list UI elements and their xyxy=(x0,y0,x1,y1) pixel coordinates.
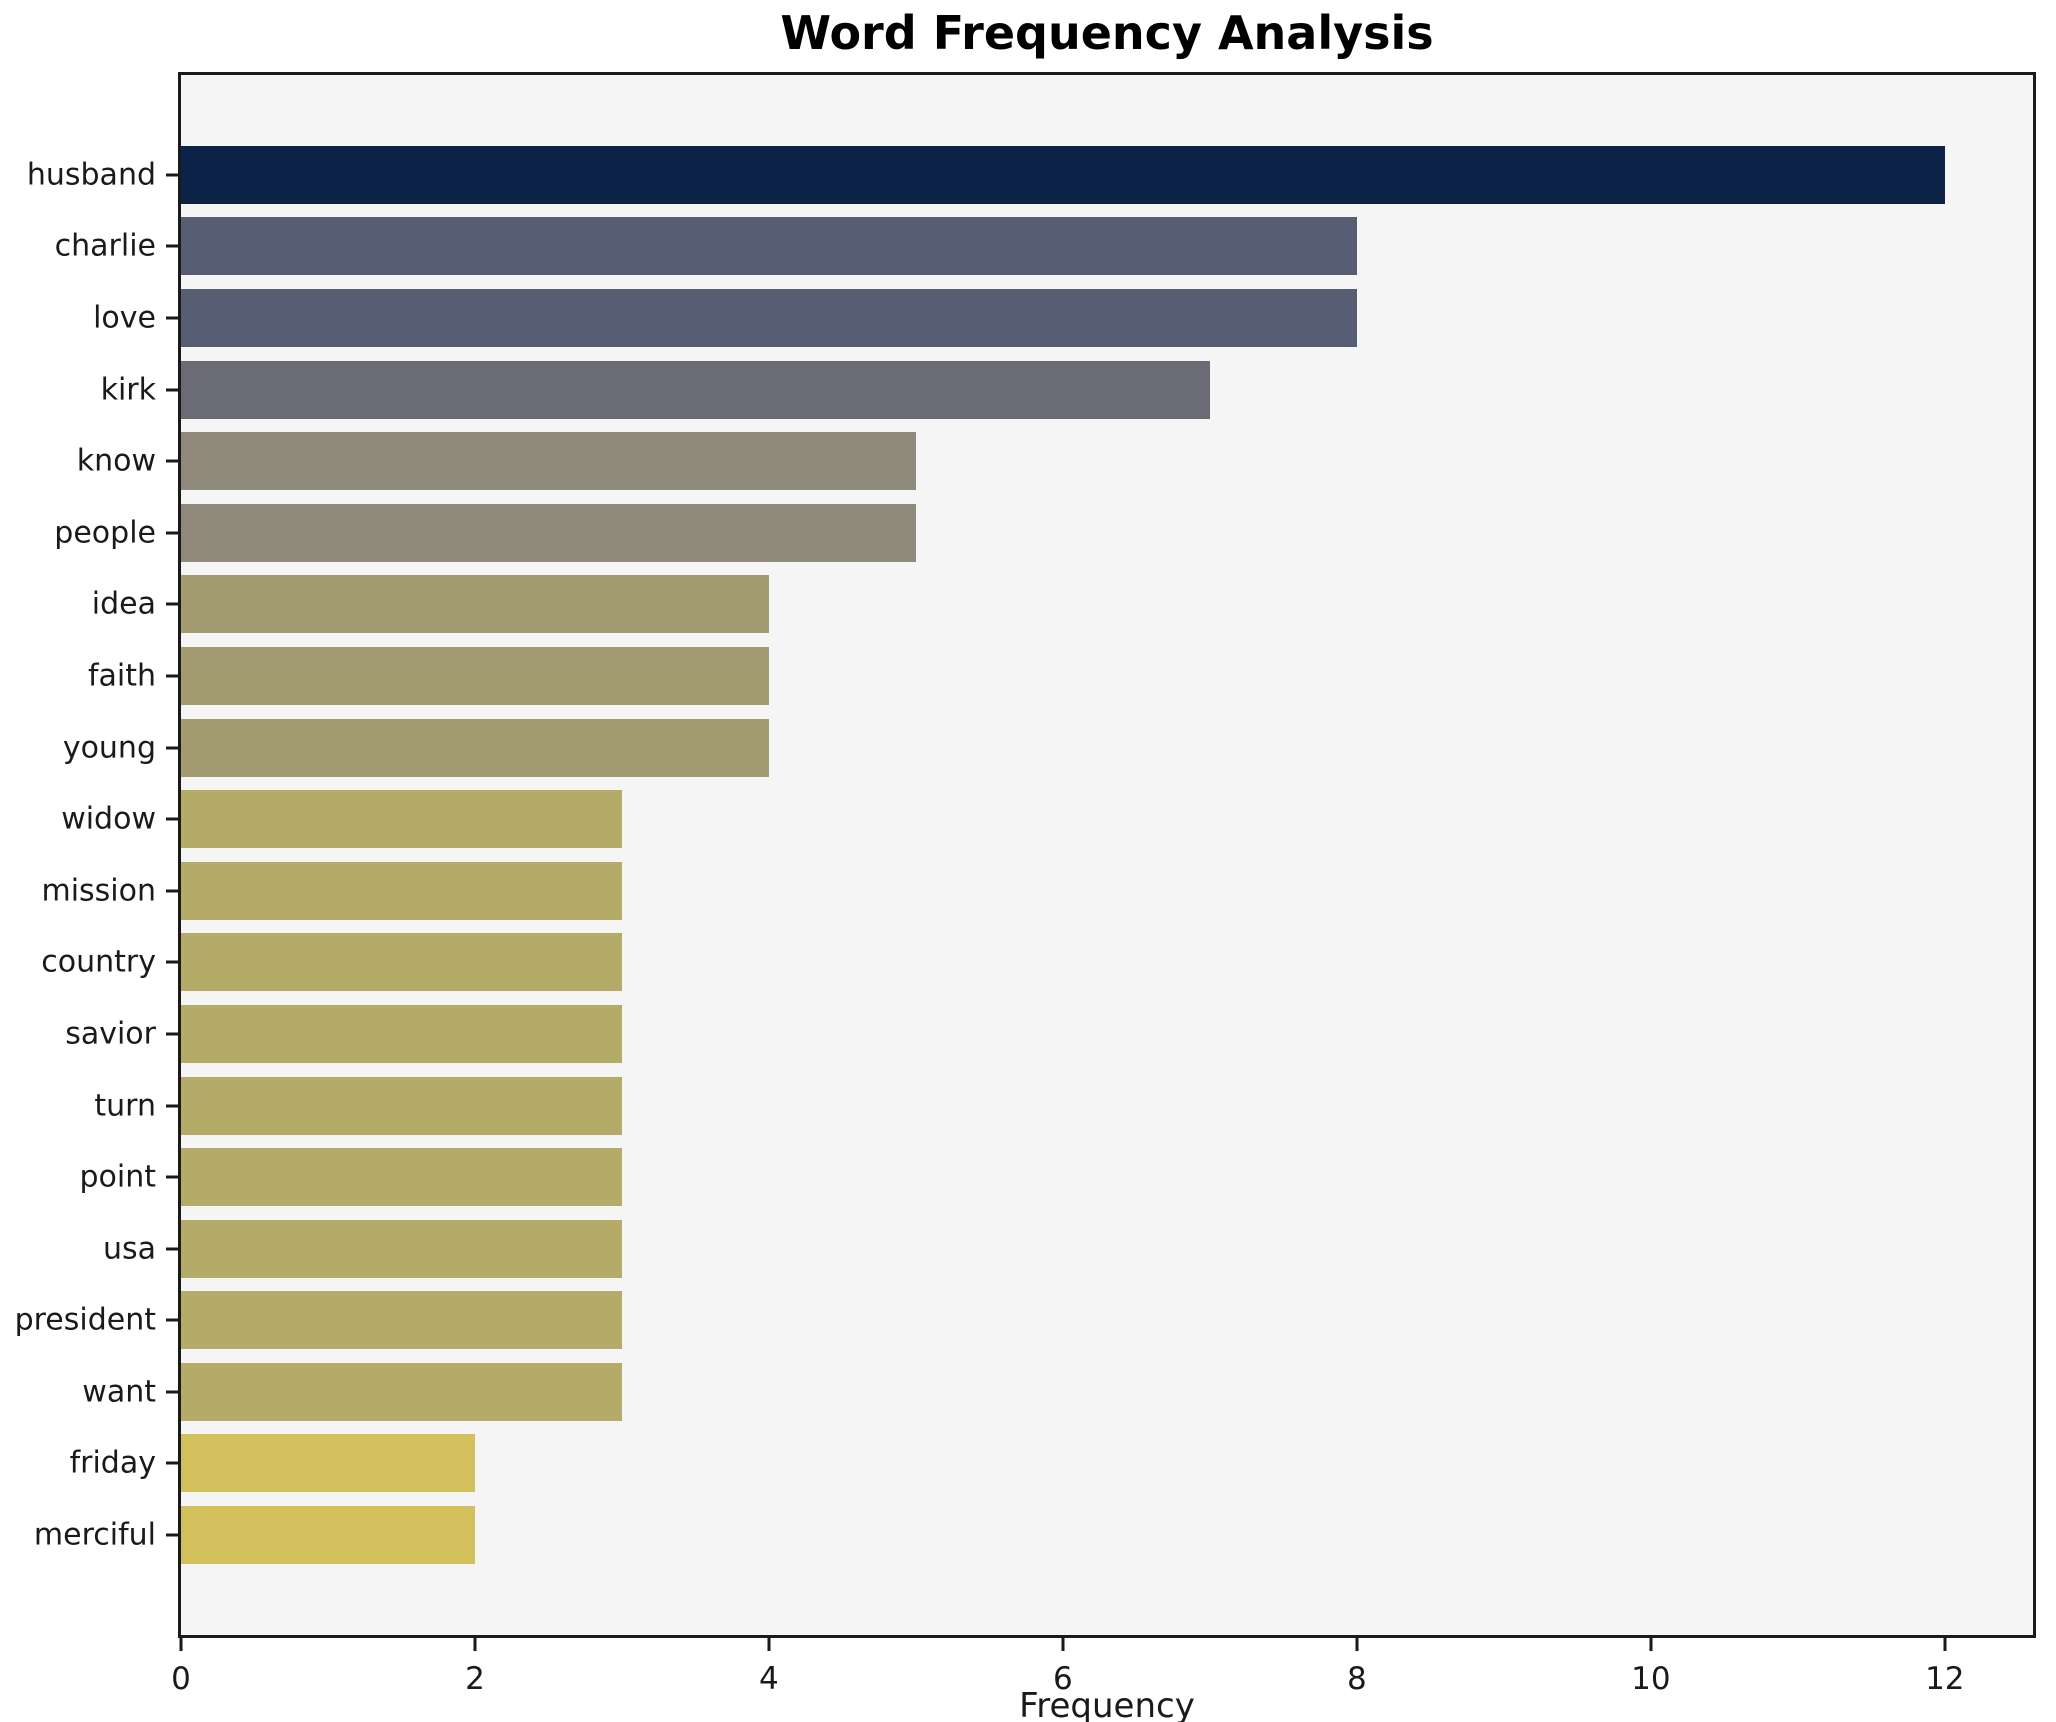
y-tick-label: turn xyxy=(94,1088,156,1124)
bar-row: point xyxy=(79,1141,2033,1213)
y-tick-mark xyxy=(166,1461,178,1465)
bar-kirk xyxy=(181,360,1210,419)
plot-area: husband charlie love kirk know people idea fait… xyxy=(15,72,2036,1697)
bar-president xyxy=(181,1291,622,1350)
bar-charlie xyxy=(181,217,1357,276)
bar-widow xyxy=(181,790,622,849)
bar-idea xyxy=(181,575,769,634)
bar-row: faith xyxy=(88,640,2033,712)
x-tick-label: 6 xyxy=(1053,1661,1073,1697)
x-tick-mark xyxy=(473,1638,477,1651)
bar-row: friday xyxy=(70,1428,2033,1500)
bar-row: husband xyxy=(27,139,2033,211)
bar-row: young xyxy=(63,712,2033,784)
x-tick-label: 2 xyxy=(465,1661,485,1697)
x-tick-label: 4 xyxy=(759,1661,779,1697)
bar-row: want xyxy=(82,1356,2033,1428)
y-tick-mark xyxy=(166,531,178,535)
bar-husband xyxy=(181,145,1945,204)
bar-love xyxy=(181,288,1357,347)
y-tick-label: mission xyxy=(41,873,156,909)
bar-row: country xyxy=(41,927,2033,999)
x-tick-mark xyxy=(767,1638,771,1651)
y-tick-mark xyxy=(166,1247,178,1251)
y-tick-label: faith xyxy=(87,658,156,694)
x-tick-mark xyxy=(1943,1638,1947,1651)
x-tick-mark xyxy=(179,1638,183,1651)
bar-row: president xyxy=(15,1285,2033,1357)
bar-merciful xyxy=(181,1506,475,1565)
bar-people xyxy=(181,503,916,562)
bar-know xyxy=(181,432,916,491)
y-tick-mark xyxy=(166,1533,178,1537)
chart-title: Word Frequency Analysis xyxy=(780,6,1434,60)
x-tick-mark xyxy=(1355,1638,1359,1651)
y-tick-mark xyxy=(166,244,178,248)
bar-row: turn xyxy=(94,1070,2033,1142)
bar-savior xyxy=(181,1004,622,1063)
y-tick-label: usa xyxy=(102,1231,156,1267)
bars-container: husband charlie love kirk know people idea fait… xyxy=(15,75,2033,1635)
bar-row: kirk xyxy=(101,354,2033,426)
bar-faith xyxy=(181,646,769,705)
y-tick-label: friday xyxy=(69,1445,156,1481)
y-tick-label: people xyxy=(54,515,156,551)
y-tick-label: country xyxy=(41,944,156,980)
y-tick-label: love xyxy=(93,300,156,336)
y-tick-mark xyxy=(166,1390,178,1394)
x-tick-mark xyxy=(1649,1638,1653,1651)
bar-want xyxy=(181,1362,622,1421)
bar-row: love xyxy=(93,282,2033,354)
y-tick-mark xyxy=(166,459,178,463)
bar-point xyxy=(181,1148,622,1207)
x-tick-label: 8 xyxy=(1346,1661,1367,1697)
y-tick-label: want xyxy=(82,1374,156,1410)
x-axis-label: Frequency xyxy=(1019,1686,1195,1722)
x-tick-label: 12 xyxy=(1925,1661,1965,1697)
bar-row: merciful xyxy=(34,1499,2033,1571)
y-tick-label: merciful xyxy=(33,1517,156,1553)
bar-row: mission xyxy=(41,855,2033,927)
y-tick-mark xyxy=(166,316,178,320)
bar-mission xyxy=(181,861,622,920)
bar-row: know xyxy=(77,425,2033,497)
y-tick-mark xyxy=(166,817,178,821)
y-tick-label: charlie xyxy=(54,228,156,264)
bar-country xyxy=(181,933,622,992)
bar-turn xyxy=(181,1076,622,1135)
y-tick-label: know xyxy=(76,443,156,479)
y-tick-mark xyxy=(166,602,178,606)
y-tick-label: point xyxy=(79,1159,156,1195)
bar-friday xyxy=(181,1434,475,1493)
y-tick-mark xyxy=(166,746,178,750)
y-tick-mark xyxy=(166,960,178,964)
y-tick-label: young xyxy=(62,730,156,766)
y-tick-label: savior xyxy=(65,1016,156,1052)
x-tick-label: 0 xyxy=(171,1661,191,1697)
bar-usa xyxy=(181,1219,622,1278)
x-tick-mark xyxy=(1061,1638,1065,1651)
y-tick-label: president xyxy=(14,1302,156,1338)
y-tick-label: idea xyxy=(91,586,156,622)
y-tick-mark xyxy=(166,1032,178,1036)
y-tick-label: kirk xyxy=(100,372,156,408)
bar-row: usa xyxy=(103,1213,2033,1285)
bar-row: charlie xyxy=(55,211,2033,283)
x-tick-label: 10 xyxy=(1631,1661,1671,1697)
bar-row: widow xyxy=(61,783,2033,855)
y-tick-mark xyxy=(166,889,178,893)
y-tick-mark xyxy=(166,674,178,678)
bar-young xyxy=(181,718,769,777)
y-tick-mark xyxy=(166,173,178,177)
y-tick-mark xyxy=(166,1318,178,1322)
bar-row: savior xyxy=(65,998,2033,1070)
y-tick-mark xyxy=(166,388,178,392)
y-tick-mark xyxy=(166,1175,178,1179)
y-tick-label: widow xyxy=(61,801,156,837)
bar-row: idea xyxy=(92,569,2033,641)
bar-row: people xyxy=(54,497,2033,569)
y-tick-mark xyxy=(166,1104,178,1108)
y-tick-label: husband xyxy=(26,157,156,193)
